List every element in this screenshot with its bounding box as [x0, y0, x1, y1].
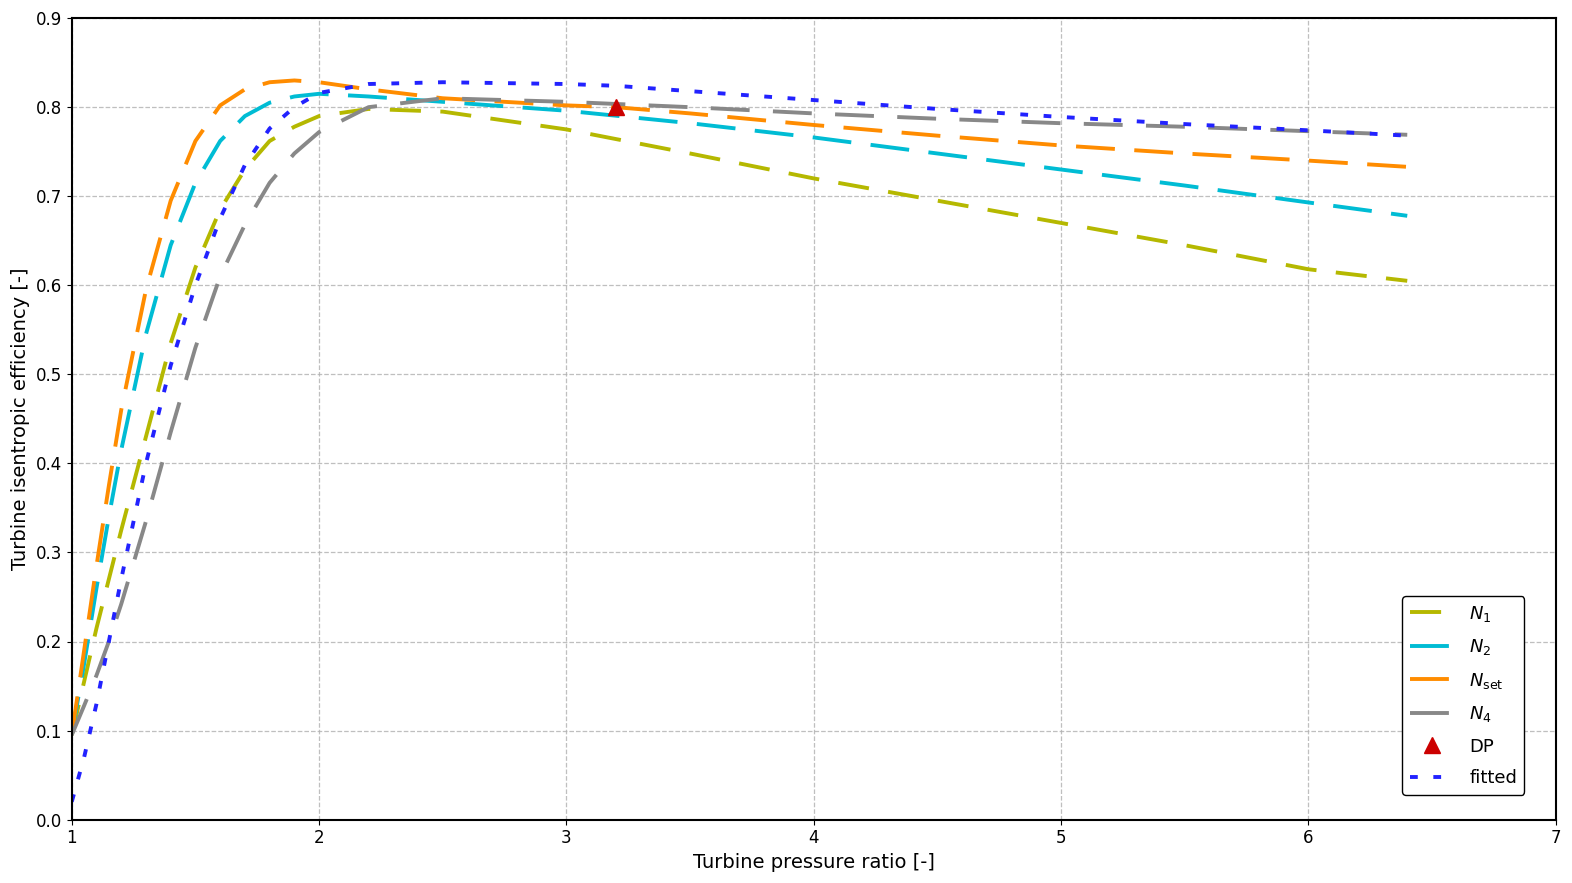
X-axis label: Turbine pressure ratio [-]: Turbine pressure ratio [-] [693, 853, 935, 872]
Legend: $N_1$, $N_2$, $N_\mathrm{set}$, $N_4$, DP, fitted: $N_1$, $N_2$, $N_\mathrm{set}$, $N_4$, D… [1402, 596, 1525, 795]
Y-axis label: Turbine isentropic efficiency [-]: Turbine isentropic efficiency [-] [11, 268, 30, 570]
